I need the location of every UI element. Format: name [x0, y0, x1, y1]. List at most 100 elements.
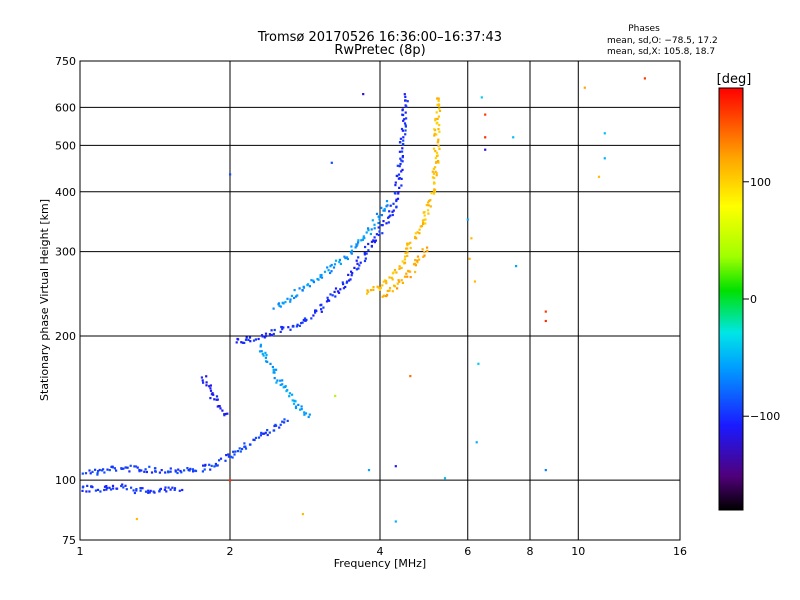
data-point	[377, 226, 380, 229]
data-point	[144, 490, 148, 493]
data-point	[181, 488, 184, 492]
data-point	[418, 232, 421, 235]
data-point	[158, 490, 161, 493]
data-point	[308, 413, 311, 416]
data-point	[279, 305, 282, 308]
data-point	[409, 246, 412, 250]
data-point	[423, 250, 426, 254]
data-point	[422, 222, 425, 225]
data-point	[226, 412, 229, 415]
data-point	[395, 198, 398, 201]
data-point	[377, 221, 380, 225]
data-point	[378, 218, 381, 221]
data-point	[124, 466, 127, 469]
data-point	[287, 326, 290, 329]
data-point	[370, 228, 373, 231]
y-tick-label: 750	[55, 55, 76, 68]
data-point	[229, 173, 232, 176]
data-point	[355, 245, 358, 248]
data-point	[322, 306, 325, 309]
data-point	[320, 276, 324, 279]
data-point	[401, 150, 404, 153]
data-point	[367, 229, 370, 232]
data-point	[399, 162, 402, 166]
data-point	[400, 170, 403, 173]
data-point	[423, 214, 426, 217]
data-point	[252, 339, 256, 342]
data-point	[298, 324, 301, 327]
data-point	[249, 443, 252, 446]
data-point	[122, 486, 125, 489]
data-point	[433, 188, 436, 191]
data-point	[385, 295, 388, 298]
data-point	[332, 266, 336, 269]
data-point	[392, 202, 395, 205]
data-point	[169, 470, 172, 473]
data-point	[343, 255, 346, 258]
data-point	[202, 464, 205, 467]
data-point	[339, 262, 342, 265]
data-point	[402, 113, 405, 117]
data-point	[167, 486, 170, 489]
data-point	[266, 433, 269, 437]
data-point	[416, 255, 420, 258]
data-point	[407, 242, 410, 245]
data-point	[273, 377, 276, 380]
data-point	[406, 254, 409, 257]
data-point	[430, 192, 433, 195]
data-point	[438, 107, 441, 110]
data-point	[484, 148, 487, 151]
data-point	[216, 464, 219, 467]
data-point	[418, 258, 421, 261]
data-point	[484, 113, 487, 116]
x-axis-ticks: 1 2 4 6 8 10 16	[77, 545, 688, 558]
data-point	[400, 266, 403, 269]
y-tick-label: 400	[55, 186, 76, 199]
data-point	[380, 206, 383, 209]
data-point	[105, 485, 108, 488]
data-point	[264, 351, 267, 354]
data-point	[401, 143, 404, 146]
data-point	[399, 141, 402, 144]
data-point	[273, 429, 276, 432]
data-point	[437, 138, 440, 141]
data-point	[243, 341, 246, 344]
data-point	[219, 407, 222, 410]
data-point	[280, 325, 283, 329]
data-point	[163, 488, 166, 491]
data-point	[365, 231, 368, 234]
data-point	[310, 279, 313, 282]
data-point	[283, 421, 286, 424]
data-point	[355, 259, 358, 262]
data-point	[302, 286, 306, 289]
data-point	[252, 438, 255, 441]
data-point	[140, 469, 143, 472]
data-point	[330, 270, 333, 273]
data-point	[394, 181, 397, 184]
data-point	[139, 489, 142, 492]
data-point	[333, 290, 336, 293]
data-point	[293, 296, 296, 300]
data-point	[225, 454, 228, 457]
data-point	[406, 275, 409, 278]
colorbar-label: [deg]	[717, 72, 752, 87]
data-point	[164, 486, 167, 489]
data-point	[263, 336, 266, 339]
data-point	[81, 486, 84, 489]
data-point	[433, 132, 436, 135]
data-point	[209, 387, 212, 390]
data-point	[301, 289, 304, 292]
data-point	[279, 423, 282, 426]
data-point	[229, 479, 232, 482]
data-point	[112, 487, 115, 490]
data-point	[259, 434, 262, 437]
data-point	[208, 385, 211, 388]
data-point	[273, 328, 276, 332]
data-point	[400, 127, 404, 131]
data-point	[372, 286, 375, 289]
data-point	[253, 438, 256, 442]
data-point	[292, 402, 296, 405]
data-point	[392, 271, 395, 274]
data-point	[108, 469, 111, 472]
data-point	[350, 252, 353, 255]
